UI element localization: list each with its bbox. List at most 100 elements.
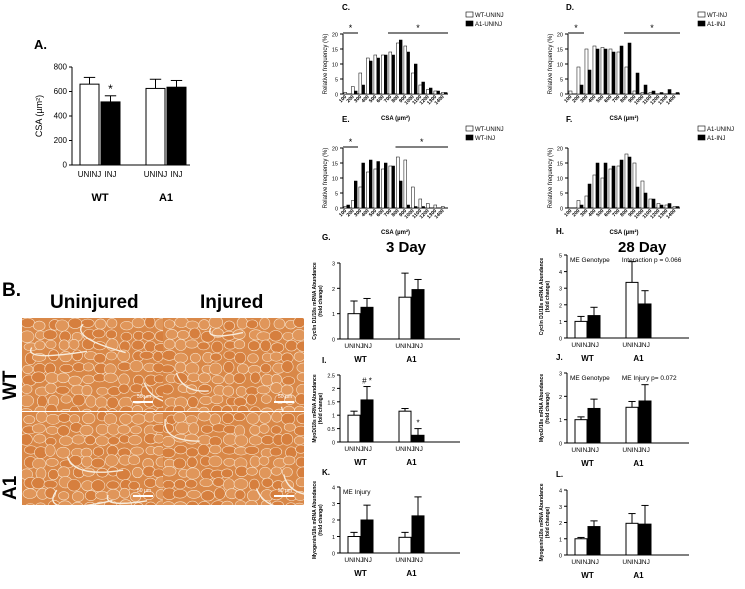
y-tick-label: 5 — [560, 192, 563, 198]
bar — [398, 410, 412, 443]
bar — [667, 89, 672, 95]
bar — [592, 45, 597, 95]
chart-panel-d: 0510152010020030040050060070080090010001… — [548, 3, 727, 122]
bar — [574, 320, 588, 339]
bar — [391, 165, 395, 209]
x-tick-label: 800 — [391, 208, 401, 218]
y-tick-label: 0 — [335, 207, 338, 213]
bar — [625, 281, 639, 339]
bar — [358, 72, 362, 95]
bar-label: UNINJ — [344, 557, 363, 564]
bar — [611, 51, 616, 95]
bar — [366, 171, 370, 209]
bar-label: INJ — [362, 446, 372, 453]
bar — [376, 161, 380, 209]
legend-swatch — [697, 125, 706, 132]
bar-label: UNINJ — [344, 343, 363, 350]
bar — [366, 57, 370, 95]
bar-label: UNINJ — [622, 342, 641, 349]
y-tick-label: 2 — [332, 287, 335, 293]
y-tick-label: 1 — [332, 414, 335, 420]
group-label: A1 — [633, 354, 644, 363]
bar — [444, 92, 448, 95]
x-tick-label: 400 — [361, 94, 371, 104]
bar — [624, 66, 629, 95]
column-header-uninjured: Uninjured — [50, 292, 139, 313]
group-label: WT — [354, 458, 367, 467]
y-tick-label: 15 — [332, 48, 338, 54]
bar — [632, 162, 637, 209]
bar — [632, 90, 637, 95]
legend-label: A1-INJ — [707, 22, 725, 28]
bar — [421, 206, 425, 209]
bar — [579, 204, 584, 209]
bar-label: UNINJ — [395, 557, 414, 564]
legend-swatch — [465, 125, 474, 132]
bar — [381, 168, 385, 209]
bar — [648, 198, 653, 209]
bar — [384, 54, 388, 95]
bar — [358, 186, 362, 209]
bar — [625, 406, 639, 444]
bar-label: UNINJ — [395, 343, 414, 350]
significance-mark: * — [349, 137, 353, 147]
x-tick-label: 700 — [383, 94, 393, 104]
stat-note-2: Interaction p = 0.066 — [622, 257, 682, 264]
x-tick-label: 600 — [603, 94, 613, 104]
bar — [592, 174, 597, 209]
bar — [411, 434, 425, 443]
bar — [664, 204, 669, 209]
bar — [619, 159, 624, 209]
bar — [376, 57, 380, 95]
x-tick-label: 500 — [595, 94, 605, 104]
x-tick-label: 200 — [571, 208, 581, 218]
significance-mark: * — [650, 23, 654, 33]
bar — [675, 206, 680, 209]
x-tick-label: 100 — [338, 94, 348, 104]
y-tick-label: 200 — [54, 136, 68, 145]
bar — [616, 51, 621, 95]
bar — [595, 48, 600, 95]
bar — [568, 90, 573, 95]
bar-label: INJ — [640, 342, 650, 349]
y-tick-label: 20 — [557, 33, 563, 39]
y-tick-label: 20 — [557, 147, 563, 153]
y-tick-label: 3 — [559, 287, 562, 293]
bar — [436, 90, 440, 95]
bar — [611, 165, 616, 209]
x-tick-label: 100 — [563, 208, 573, 218]
y-axis-label-unit: (fold change) — [545, 392, 551, 424]
panel-label: C. — [342, 3, 350, 12]
bar-label: UNINJ — [571, 559, 590, 566]
legend-swatch — [465, 134, 474, 141]
panel-label: G. — [322, 233, 330, 242]
micrograph-wt-injured: 50 µm — [163, 318, 304, 411]
bar — [579, 84, 584, 95]
bar — [351, 86, 355, 95]
x-tick-label: 100 — [563, 94, 573, 104]
row-header-wt: WT — [0, 370, 21, 400]
bar — [406, 51, 410, 95]
panel-label: A. — [34, 37, 47, 52]
bar — [373, 168, 377, 209]
scale-bar-label: 50 µm — [137, 488, 151, 494]
x-tick-label: 800 — [391, 94, 401, 104]
x-tick-label: 700 — [383, 208, 393, 218]
y-axis-label: Myogenin/18s mRNA Abundance — [539, 483, 545, 561]
x-tick-label: 900 — [627, 208, 637, 218]
y-tick-label: 0.5 — [327, 427, 335, 433]
scale-bar-label: 50 µm — [278, 394, 292, 400]
bar — [361, 162, 365, 209]
bar — [638, 523, 652, 556]
bar-label: INJ — [105, 170, 117, 179]
y-axis-label: Relative frequency (%) — [323, 34, 329, 95]
x-tick-label: 600 — [603, 208, 613, 218]
y-axis-label-unit: (fold change) — [318, 504, 324, 536]
y-tick-label: 1 — [559, 418, 562, 424]
x-tick-label: 300 — [353, 208, 363, 218]
significance-mark: * — [108, 82, 113, 96]
bar-label: INJ — [171, 170, 183, 179]
bar — [396, 156, 400, 209]
panel-label-b: B. — [2, 280, 21, 301]
